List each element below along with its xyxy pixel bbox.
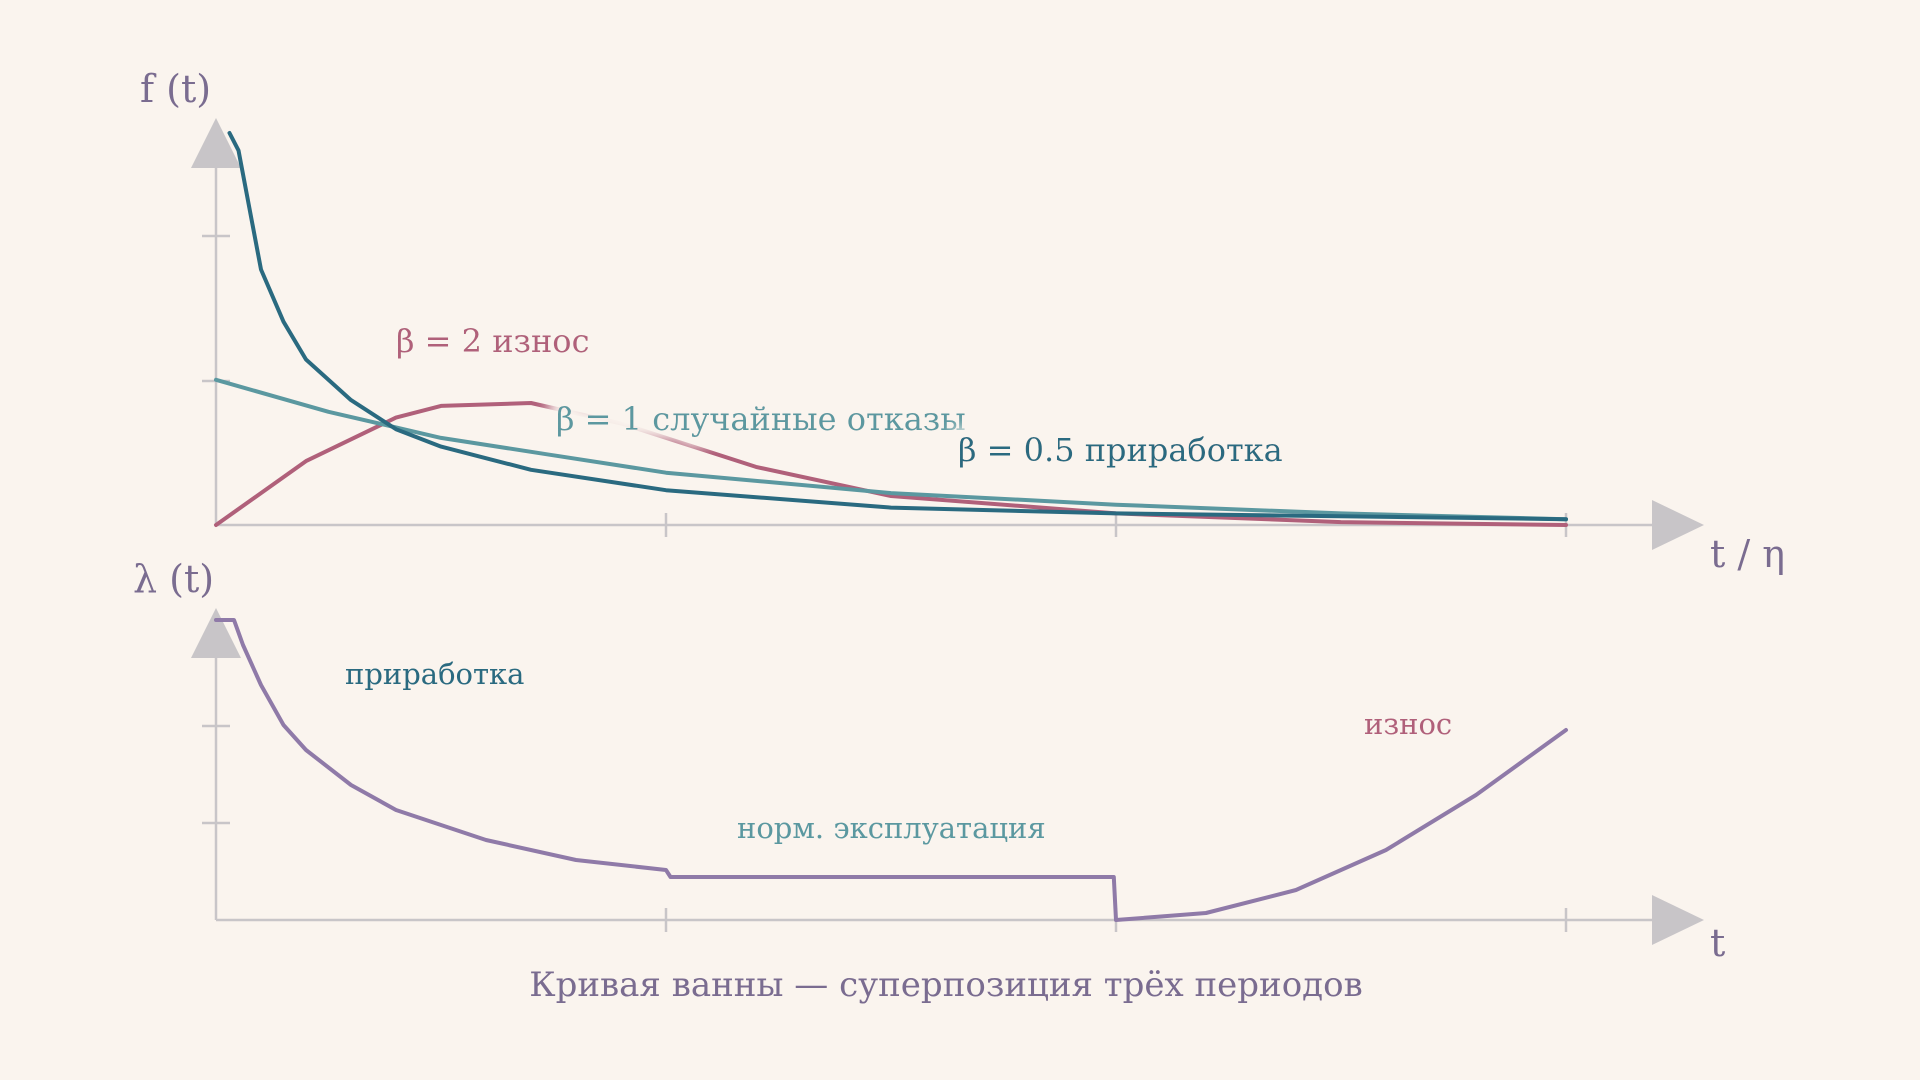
hazard-x-axis-label: t [1710, 921, 1725, 965]
beta-05-curve [227, 131, 1568, 522]
hazard-axes [202, 648, 1662, 932]
beta-1-curve [214, 377, 1568, 522]
burn-in-label: приработка [345, 657, 524, 691]
hazard-chart: λ (t) t приработка норм. эксплуатация из… [133, 557, 1725, 965]
wearout-label: износ [1364, 707, 1452, 741]
pdf-x-axis-label: t / η [1710, 532, 1785, 576]
chart-caption: Кривая ванны — суперпозиция трёх периодо… [529, 965, 1362, 1005]
hazard-x-arrow-icon [1652, 895, 1704, 945]
hazard-y-axis-label: λ (t) [133, 557, 214, 601]
pdf-y-arrow-icon [191, 118, 241, 168]
beta-1-label: β = 1 случайные отказы [556, 400, 966, 438]
pdf-chart: f (t) t / η β = 2 износ β = 1 случайные … [140, 67, 1785, 576]
hazard-series-lines [214, 618, 1568, 922]
pdf-series-lines [214, 131, 1568, 527]
pdf-x-arrow-icon [1652, 500, 1704, 550]
pdf-y-axis-label: f (t) [140, 67, 211, 111]
hazard-y-arrow-icon [191, 608, 241, 658]
hazard-curve [214, 618, 1568, 922]
normal-operation-label: норм. эксплуатация [737, 811, 1046, 845]
beta-2-label: β = 2 износ [396, 322, 589, 360]
beta-05-label: β = 0.5 приработка [958, 431, 1283, 469]
